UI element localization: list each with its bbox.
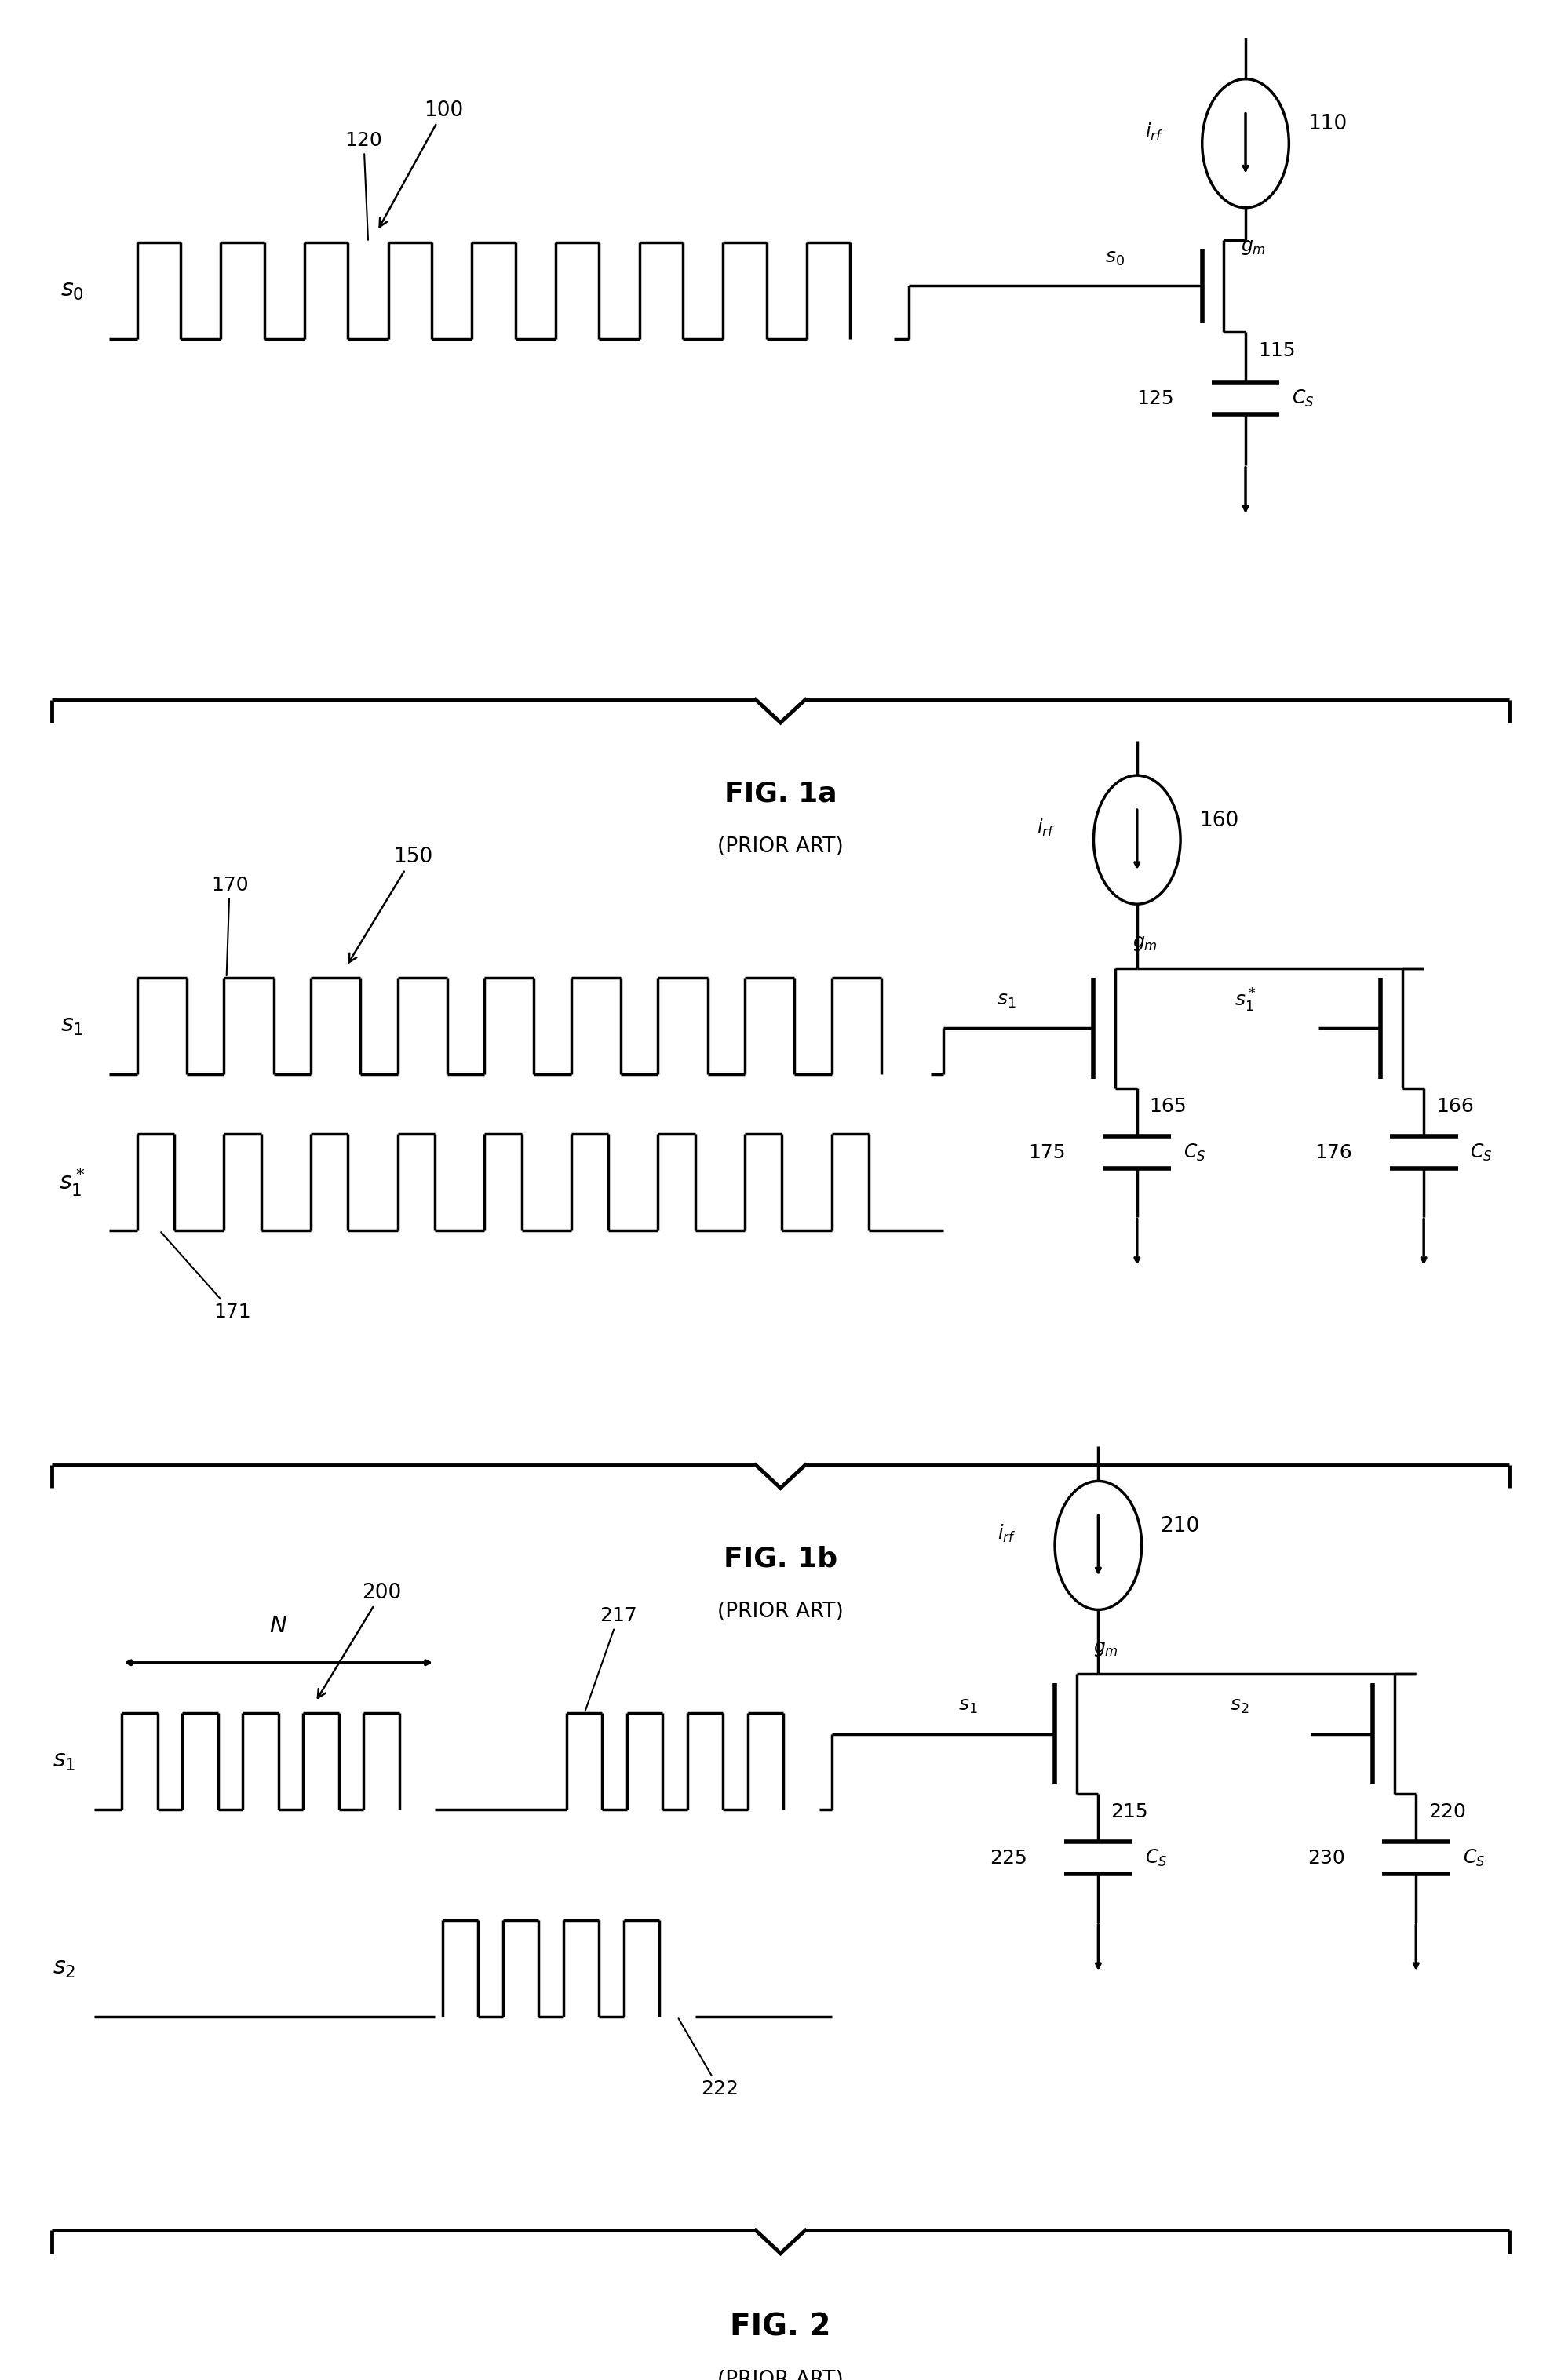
Text: $s_1$: $s_1$	[53, 1749, 76, 1773]
Text: $g_m$: $g_m$	[1094, 1640, 1119, 1659]
Text: 225: 225	[990, 1849, 1027, 1868]
Text: 170: 170	[211, 876, 248, 976]
Text: $s_2$: $s_2$	[1230, 1697, 1249, 1716]
Text: (PRIOR ART): (PRIOR ART)	[718, 1602, 843, 1623]
Text: $C_S$: $C_S$	[1463, 1847, 1485, 1868]
Text: $C_S$: $C_S$	[1183, 1142, 1205, 1164]
Text: $g_m$: $g_m$	[1241, 238, 1266, 257]
Text: 200: 200	[318, 1583, 401, 1697]
Text: 160: 160	[1199, 809, 1238, 831]
Text: 230: 230	[1308, 1849, 1346, 1868]
Text: $s_1$: $s_1$	[61, 1014, 84, 1038]
Text: $s^*_1$: $s^*_1$	[59, 1166, 86, 1197]
Text: FIG. 1b: FIG. 1b	[724, 1547, 837, 1573]
Text: $s_0$: $s_0$	[1105, 250, 1124, 267]
Text: 110: 110	[1308, 114, 1347, 133]
Text: (PRIOR ART): (PRIOR ART)	[718, 2370, 843, 2380]
Text: $i_{rf}$: $i_{rf}$	[997, 1523, 1016, 1545]
Text: 100: 100	[379, 100, 464, 226]
Text: 210: 210	[1160, 1516, 1200, 1535]
Text: 215: 215	[1111, 1802, 1147, 1821]
Text: 115: 115	[1258, 340, 1296, 359]
Text: 166: 166	[1436, 1097, 1474, 1116]
Text: $C_S$: $C_S$	[1470, 1142, 1492, 1164]
Text: $C_S$: $C_S$	[1144, 1847, 1168, 1868]
Text: 217: 217	[585, 1606, 637, 1711]
Text: FIG. 2: FIG. 2	[731, 2311, 830, 2342]
Text: $i_{rf}$: $i_{rf}$	[1037, 819, 1055, 840]
Text: $s^*_1$: $s^*_1$	[1235, 988, 1257, 1014]
Text: N: N	[270, 1616, 287, 1637]
Text: $i_{rf}$: $i_{rf}$	[1146, 121, 1163, 143]
Text: 165: 165	[1149, 1097, 1186, 1116]
Text: 222: 222	[679, 2018, 738, 2099]
Text: 150: 150	[348, 847, 432, 962]
Text: 120: 120	[345, 131, 382, 240]
Text: $g_m$: $g_m$	[1132, 933, 1157, 952]
Text: $s_0$: $s_0$	[61, 278, 84, 302]
Text: FIG. 1a: FIG. 1a	[724, 781, 837, 807]
Text: 220: 220	[1428, 1802, 1466, 1821]
Text: $s_2$: $s_2$	[53, 1956, 76, 1980]
Text: 171: 171	[161, 1233, 251, 1321]
Text: 175: 175	[1029, 1142, 1066, 1161]
Text: $s_1$: $s_1$	[997, 990, 1016, 1009]
Text: (PRIOR ART): (PRIOR ART)	[718, 835, 843, 857]
Text: $C_S$: $C_S$	[1293, 388, 1314, 409]
Text: 125: 125	[1136, 388, 1174, 407]
Text: $s_1$: $s_1$	[958, 1697, 977, 1716]
Text: 176: 176	[1316, 1142, 1353, 1161]
